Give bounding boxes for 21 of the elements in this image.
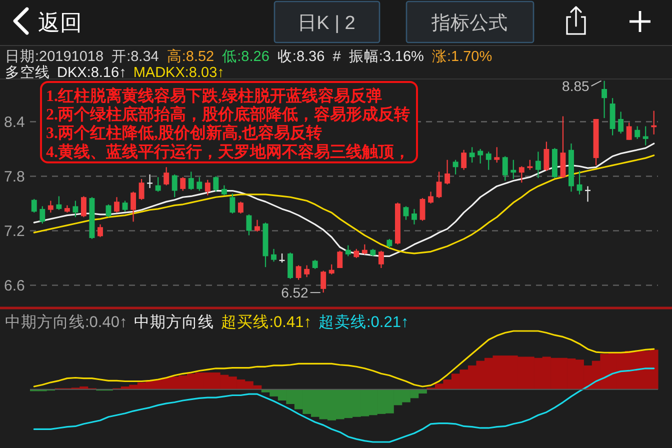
annotation: 3.两个红柱降低,股价创新高,也容易反转 — [46, 123, 322, 142]
text: MADKX:8.03↑ — [133, 65, 224, 81]
chart-title: 中期方向线:0.40↑ — [5, 313, 128, 331]
annotation: 1.红柱脱离黄线容易下跌,绿柱脱开蓝线容易反弹 — [46, 86, 382, 105]
y-tick-label: 7.8 — [4, 168, 25, 186]
button: 日K | 2 — [274, 0, 380, 44]
text: 返回 — [38, 10, 82, 35]
legend-title: 多空线 — [5, 64, 50, 81]
chart-subtitle: 日期:20191018 开:8.34 高:8.52 低:8.26 收:8.36 # 振幅:3.16% 涨:1.70% — [5, 48, 492, 65]
annotation: 2.两个绿柱底部抬高，股价底部降低，容易形成反转 — [46, 104, 410, 124]
y-tick-label: 6.6 — [4, 278, 25, 295]
text: 中期方向线 — [134, 313, 214, 331]
text: 超卖线:0.21↑ — [318, 313, 409, 331]
y-tick-label: 8.4 — [4, 114, 25, 132]
button: 指标公式 — [406, 0, 534, 44]
text: DKX:8.16↑ — [57, 65, 126, 81]
annotation: 4.黄线、蓝线平行运行，天罗地网不容易三线触顶， — [46, 142, 410, 161]
price-label: 8.85 — [562, 78, 602, 94]
y-tick-label: 7.2 — [4, 223, 25, 240]
text: 超买线:0.41↑ — [221, 313, 312, 331]
price-label: 6.52 — [281, 284, 321, 301]
